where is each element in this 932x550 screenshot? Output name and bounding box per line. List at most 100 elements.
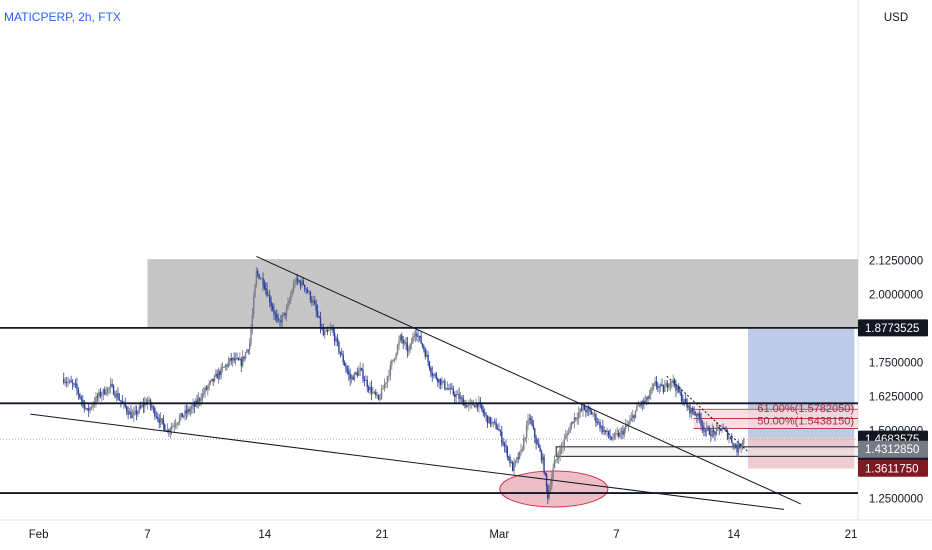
candle-body: [488, 417, 490, 424]
candle-body: [525, 425, 528, 438]
candle-body: [220, 367, 222, 376]
candle-body: [178, 417, 181, 423]
candle-body: [312, 300, 315, 303]
candle-body: [565, 435, 567, 440]
currency-label: USD: [884, 12, 908, 24]
candle-body: [602, 425, 604, 433]
candle-body: [257, 271, 259, 275]
candle-body: [703, 426, 705, 431]
candle-body: [261, 278, 263, 280]
candle-body: [633, 415, 635, 418]
candle-body: [448, 388, 450, 390]
candle-body: [532, 425, 535, 429]
candle-body: [593, 414, 596, 416]
candle-body: [227, 361, 230, 367]
candle-body: [547, 485, 549, 499]
candle-body: [173, 425, 175, 427]
candle-body: [360, 368, 363, 370]
candle-body: [498, 429, 500, 431]
candle-body: [683, 399, 686, 402]
candle-body: [542, 456, 544, 461]
candle-body: [613, 433, 616, 439]
candle-body: [620, 431, 623, 433]
candle-body: [701, 425, 704, 427]
candle-body: [583, 406, 586, 411]
candle-body: [365, 379, 367, 381]
candle-body: [299, 281, 302, 286]
candle-body: [292, 284, 295, 292]
candle-body: [244, 352, 247, 359]
candle-body: [610, 437, 613, 440]
candle-body: [346, 368, 349, 372]
candle-body: [414, 333, 417, 336]
candle-body: [558, 457, 560, 459]
candle-body: [80, 397, 83, 400]
candle-body: [676, 385, 679, 391]
candle-body: [456, 394, 459, 396]
candle-body: [527, 419, 529, 426]
candle-body: [711, 429, 713, 437]
candle-body: [138, 406, 140, 412]
candle-body: [733, 444, 736, 446]
candle-body: [671, 380, 673, 383]
candle-body: [308, 291, 310, 293]
candle-body: [556, 457, 559, 460]
candle-body: [395, 353, 397, 359]
candle-body: [630, 417, 632, 421]
candle-body: [137, 411, 139, 415]
candle-body: [652, 384, 655, 388]
candle-body: [520, 449, 522, 452]
candle-body: [315, 304, 317, 312]
candle-body: [305, 288, 307, 291]
candle-body: [64, 382, 66, 384]
candle-body: [226, 365, 228, 367]
candle-body: [285, 308, 288, 316]
candle-body: [582, 406, 584, 411]
candle-body: [502, 442, 504, 445]
candle-body: [127, 411, 129, 415]
candle-body: [67, 381, 69, 383]
candle-body: [657, 386, 659, 388]
candle-body: [343, 362, 346, 366]
candle-body: [685, 399, 687, 403]
candle-body: [333, 332, 336, 342]
candle-body: [444, 380, 446, 389]
candle-body: [707, 427, 709, 429]
candle-body: [239, 358, 241, 361]
candle-body: [142, 404, 145, 407]
candle-body: [316, 311, 319, 317]
candle-body: [255, 271, 258, 285]
candle-body: [203, 393, 205, 395]
candle-body: [665, 383, 667, 387]
candle-body: [276, 314, 278, 318]
x-tick-label: 7: [613, 529, 619, 541]
candle-body: [468, 403, 470, 406]
candle-body: [523, 438, 525, 450]
candle-body: [705, 427, 708, 432]
candle-body: [427, 354, 429, 362]
symbol-title[interactable]: MATICPERP, 2h, FTX: [4, 10, 121, 24]
candle-body: [291, 291, 293, 296]
candle-body: [251, 314, 254, 330]
candle-body: [425, 354, 428, 357]
candle-body: [538, 443, 540, 448]
candle-body: [669, 382, 672, 387]
candle-body: [269, 295, 271, 303]
x-tick-label: 21: [845, 529, 858, 541]
candle-body: [728, 437, 730, 439]
candle-body: [216, 373, 218, 379]
candle-body: [350, 376, 353, 380]
candle-body: [324, 332, 326, 336]
candle-body: [86, 408, 88, 410]
candle-body: [283, 312, 285, 316]
candle-body: [266, 289, 268, 297]
candle-body: [580, 409, 583, 411]
candle-body: [726, 430, 729, 439]
candle-body: [363, 379, 366, 381]
candle-body: [240, 358, 242, 366]
candle-body: [201, 393, 204, 400]
candle-body: [180, 413, 182, 418]
stop-price-label: 1.3611750: [865, 463, 919, 475]
candle-body: [287, 303, 289, 309]
